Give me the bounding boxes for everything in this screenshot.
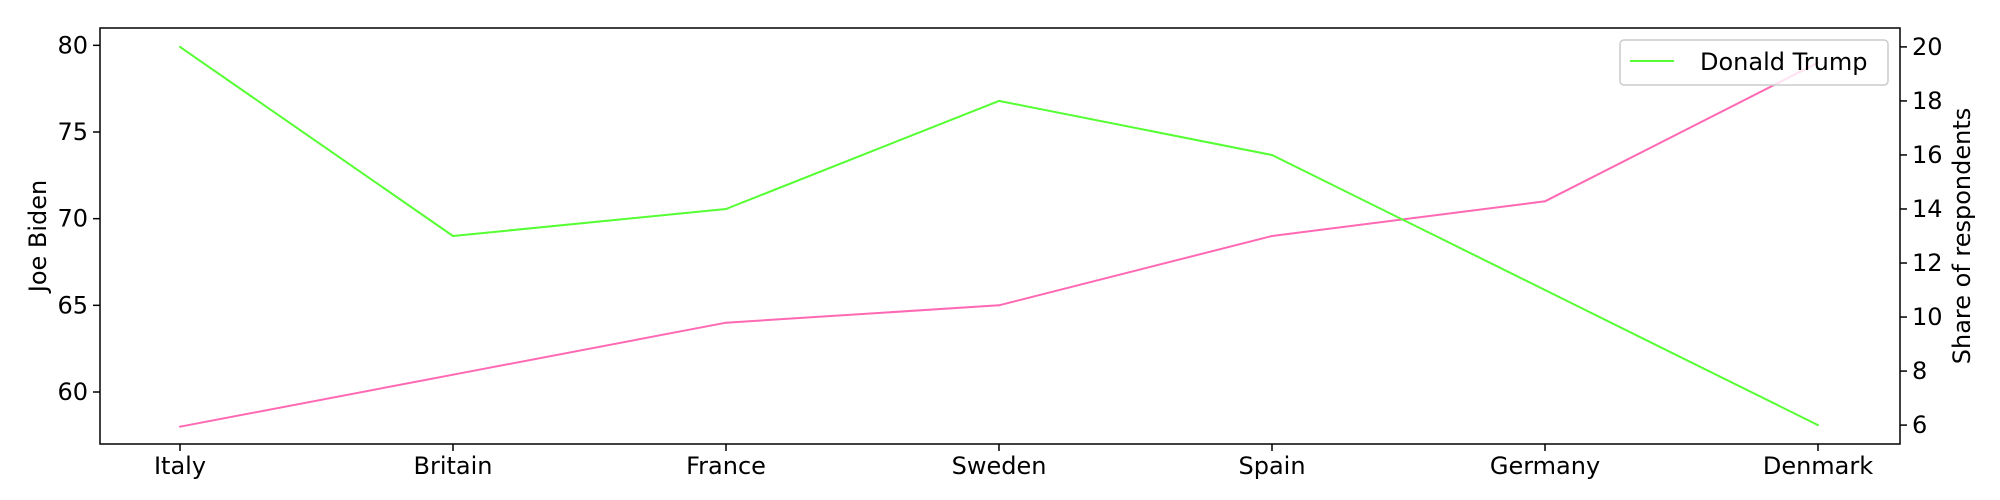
right-y-tick-label-18: 18 [1912,87,1943,115]
right-y-tick-label-6: 6 [1912,411,1927,439]
x-tick-label-britain: Britain [414,452,493,480]
x-tick-label-italy: Italy [154,452,206,480]
x-tick-label-sweden: Sweden [952,452,1047,480]
right-y-tick-label-12: 12 [1912,249,1943,277]
right-y-axis-title: Share of respondents [1948,108,1976,365]
data-point-donald-trump-spain [1271,153,1273,156]
plot-frame [99,27,1901,445]
left-y-tick-label-60: 60 [57,378,88,406]
legend-label-donald-trump: Donald Trump [1700,48,1867,76]
x-tick-label-france: France [686,452,766,480]
right-y-tick-label-20: 20 [1912,33,1943,61]
x-tick-label-spain: Spain [1238,452,1305,480]
right-y-tick-label-8: 8 [1912,357,1927,385]
data-point-donald-trump-sweden [998,99,1000,102]
legend-box [1619,39,1889,86]
data-point-donald-trump-france [725,207,727,210]
x-tick-label-germany: Germany [1490,452,1600,480]
x-axis-ticks: Italy Britain France Sweden Spain Germany Denm… [154,444,1873,480]
series-line-left-axis [179,61,1819,428]
left-y-tick-label-75: 75 [57,118,88,146]
left-y-axis-title: Joe Biden [24,180,52,295]
series-layer [179,45,1819,428]
data-point-left-axis-sweden [998,304,1000,307]
left-y-tick-label-70: 70 [57,205,88,233]
data-point-left-axis-germany [1544,200,1546,203]
left-y-axis-ticks: 60 65 70 75 80 [57,31,100,406]
left-y-tick-label-80: 80 [57,31,88,59]
right-y-axis-ticks: 6 8 10 12 14 16 18 20 [1900,33,1943,439]
legend: Donald Trump [1619,39,1889,86]
right-y-tick-label-16: 16 [1912,141,1943,169]
data-point-left-axis-spain [1271,235,1273,237]
data-point-left-axis-britain [452,373,454,376]
data-point-donald-trump-denmark [1817,424,1819,427]
x-tick-label-denmark: Denmark [1763,452,1873,480]
data-point-donald-trump-italy [179,45,181,48]
left-y-tick-label-65: 65 [57,291,88,319]
data-point-left-axis-france [725,321,727,324]
data-point-donald-trump-britain [452,235,454,237]
right-y-tick-label-10: 10 [1912,303,1943,331]
right-y-tick-label-14: 14 [1912,195,1943,223]
data-point-left-axis-italy [179,425,181,428]
data-point-donald-trump-germany [1544,289,1546,292]
series-line-donald-trump [179,46,1819,426]
